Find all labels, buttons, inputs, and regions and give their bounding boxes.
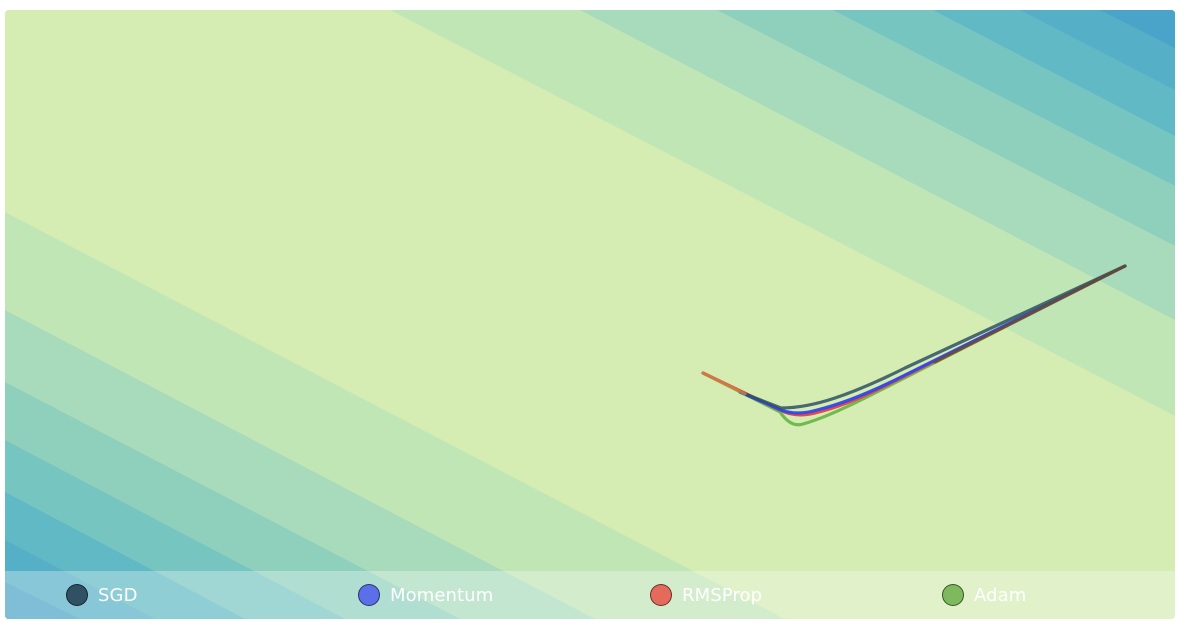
path-sgd (738, 264, 1127, 410)
path-momentum (738, 264, 1127, 415)
path-start-segment (701, 371, 747, 396)
legend: SGD Momentum RMSProp Adam (5, 571, 1175, 619)
contour-bands-upper (390, 10, 1175, 416)
contour-band (5, 540, 155, 619)
optimizer-paths (701, 264, 1127, 427)
contour-bands-lower (5, 212, 785, 619)
legend-label-adam: Adam (974, 584, 1027, 606)
rmsprop-swatch-icon (650, 584, 672, 606)
legend-item-sgd[interactable]: SGD (66, 571, 138, 619)
legend-label-momentum: Momentum (390, 584, 494, 606)
contour-band (5, 582, 80, 619)
legend-label-rmsprop: RMSProp (682, 584, 763, 606)
contour-band (1020, 10, 1175, 90)
legend-item-rmsprop[interactable]: RMSProp (650, 571, 762, 619)
contour-band (1100, 10, 1175, 48)
legend-item-momentum[interactable]: Momentum (358, 571, 493, 619)
path-overlap-brown (933, 264, 1127, 364)
path-adam (701, 264, 1127, 427)
optimizer-visualization[interactable]: SGD Momentum RMSProp Adam (5, 10, 1175, 619)
momentum-swatch-icon (358, 584, 380, 606)
legend-item-adam[interactable]: Adam (942, 571, 1026, 619)
adam-swatch-icon (942, 584, 964, 606)
loss-surface-canvas[interactable] (5, 10, 1175, 619)
legend-label-sgd: SGD (98, 584, 138, 606)
sgd-swatch-icon (66, 584, 88, 606)
